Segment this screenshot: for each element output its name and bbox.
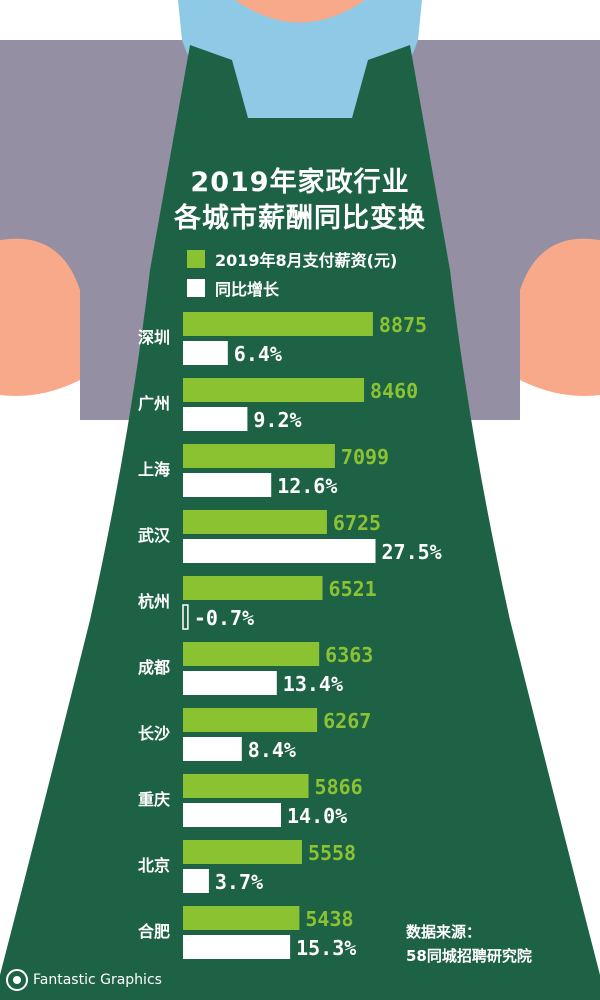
salary-value-label: 8875: [379, 313, 427, 337]
growth-value-label: 14.0%: [287, 804, 347, 828]
legend-label-salary: 2019年8月支付薪资(元): [215, 251, 398, 270]
chart-title-line-2: 各城市薪酬同比变换: [174, 203, 426, 234]
salary-value-label: 6363: [325, 643, 373, 667]
source-name: 58同城招聘研究院: [406, 947, 532, 965]
city-label: 杭州: [138, 592, 170, 611]
growth-value-label: 8.4%: [248, 738, 296, 762]
salary-bar: [183, 312, 373, 336]
growth-bar: [183, 407, 248, 431]
growth-value-label: 6.4%: [234, 342, 282, 366]
city-label: 重庆: [138, 790, 170, 809]
salary-bar: [183, 576, 323, 600]
salary-value-label: 5866: [315, 775, 363, 799]
growth-bar: [183, 341, 228, 365]
salary-value-label: 5558: [308, 841, 356, 865]
legend-label-growth: 同比增长: [215, 280, 280, 299]
legend-swatch-growth: [187, 279, 205, 297]
growth-value-label: 15.3%: [296, 936, 356, 960]
salary-value-label: 6267: [323, 709, 371, 733]
growth-value-label: 9.2%: [253, 408, 301, 432]
growth-bar: [183, 869, 209, 893]
salary-bar: [183, 378, 365, 402]
growth-bar: [183, 473, 272, 497]
legend-item-growth: 同比增长: [187, 279, 280, 299]
chart-title-line-1: 2019年家政行业: [190, 167, 410, 198]
left-arm: [0, 238, 80, 396]
city-label: 深圳: [138, 328, 170, 347]
brand-logo: Fantastic Graphics: [6, 968, 162, 992]
city-label: 上海: [138, 460, 170, 479]
salary-bar: [183, 444, 335, 468]
city-label: 广州: [138, 394, 170, 413]
city-label: 武汉: [138, 526, 171, 545]
growth-value-label: 12.6%: [277, 474, 337, 498]
data-source: 数据来源： 58同城招聘研究院: [406, 920, 532, 968]
city-label: 长沙: [138, 724, 170, 743]
growth-bar: [183, 737, 242, 761]
growth-bar: [182, 604, 189, 630]
growth-value-label: 27.5%: [382, 540, 442, 564]
brand-name: Fantastic Graphics: [33, 972, 162, 988]
growth-bar: [183, 539, 376, 563]
right-arm: [520, 238, 600, 396]
salary-bar: [183, 642, 320, 666]
growth-bar: [183, 803, 281, 827]
legend-swatch-salary: [187, 250, 205, 268]
legend-item-salary: 2019年8月支付薪资(元): [187, 250, 398, 270]
salary-bar: [183, 774, 309, 798]
growth-value-label: -0.7%: [194, 606, 254, 630]
salary-value-label: 5438: [305, 907, 353, 931]
salary-bar: [183, 840, 302, 864]
source-label: 数据来源：: [406, 923, 482, 941]
city-label: 成都: [138, 658, 170, 677]
salary-bar: [183, 708, 318, 732]
brand-icon: [6, 969, 28, 991]
salary-value-label: 6521: [329, 577, 377, 601]
salary-value-label: 6725: [333, 511, 381, 535]
salary-bar: [183, 510, 327, 534]
salary-value-label: 8460: [370, 379, 418, 403]
growth-bar: [183, 935, 291, 959]
growth-bar: [183, 671, 277, 695]
salary-bar: [183, 906, 300, 930]
growth-value-label: 13.4%: [283, 672, 343, 696]
growth-value-label: 3.7%: [215, 870, 263, 894]
salary-value-label: 7099: [341, 445, 389, 469]
city-label: 北京: [138, 856, 170, 875]
city-label: 合肥: [138, 922, 170, 941]
